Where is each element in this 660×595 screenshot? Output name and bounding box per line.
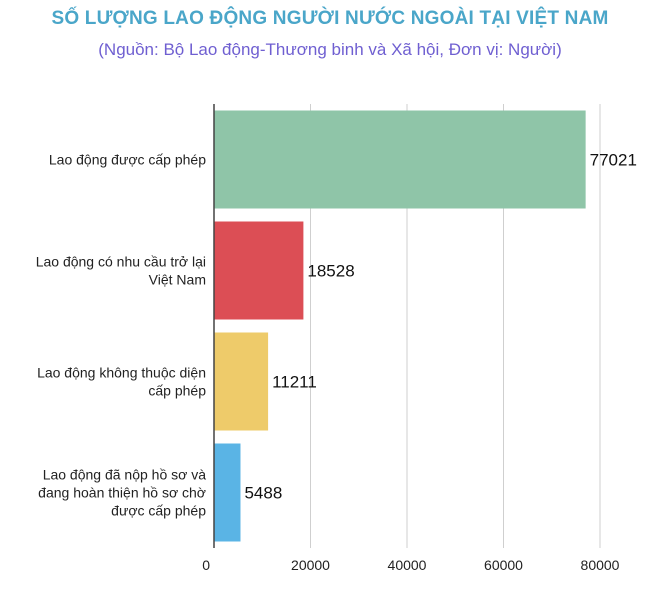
bar: [214, 221, 304, 320]
chart-title: SỐ LƯỢNG LAO ĐỘNG NGƯỜI NƯỚC NGOÀI TẠI V…: [51, 8, 609, 29]
category-label-line: Lao động đã nộp hồ sơ và: [43, 467, 207, 483]
category-label: Lao động có nhu cầu trở lại Việt Nam: [36, 254, 206, 288]
category-label-line: Lao động không thuộc diện: [37, 365, 206, 381]
category-label-line: Lao động được cấp phép: [49, 152, 206, 168]
category-label: Lao động không thuộc diện cấp phép: [37, 365, 206, 399]
category-label-line: được cấp phép: [111, 503, 206, 519]
x-tick-label: 80000: [581, 557, 620, 573]
data-label: 18528: [307, 262, 354, 281]
category-label-line: Lao động có nhu cầu trở lại: [36, 254, 206, 270]
x-tick-label: 20000: [291, 557, 330, 573]
x-tick-label: 40000: [388, 557, 427, 573]
chart-subtitle: (Nguồn: Bộ Lao động-Thương binh và Xã hộ…: [98, 40, 562, 59]
x-tick-label: 0: [202, 557, 210, 573]
category-label-line: cấp phép: [148, 383, 206, 399]
data-label: 11211: [272, 373, 317, 392]
x-tick-label: 60000: [484, 557, 523, 573]
category-label-line: đang hoàn thiện hồ sơ chờ: [38, 485, 206, 501]
bar: [214, 332, 269, 431]
axis: 0 20000 40000 60000 80000: [202, 104, 620, 573]
bar: [214, 110, 586, 209]
labels: 77021 Lao động được cấp phép 18528 Lao động…: [36, 151, 637, 519]
category-label: Lao động đã nộp hồ sơ và đang hoàn thiện …: [38, 467, 206, 519]
category-label-line: Việt Nam: [149, 272, 206, 288]
bars: [214, 110, 586, 542]
category-label: Lao động được cấp phép: [49, 152, 206, 168]
data-label: 77021: [590, 151, 637, 170]
data-label: 5488: [244, 484, 282, 503]
bar: [214, 443, 241, 542]
